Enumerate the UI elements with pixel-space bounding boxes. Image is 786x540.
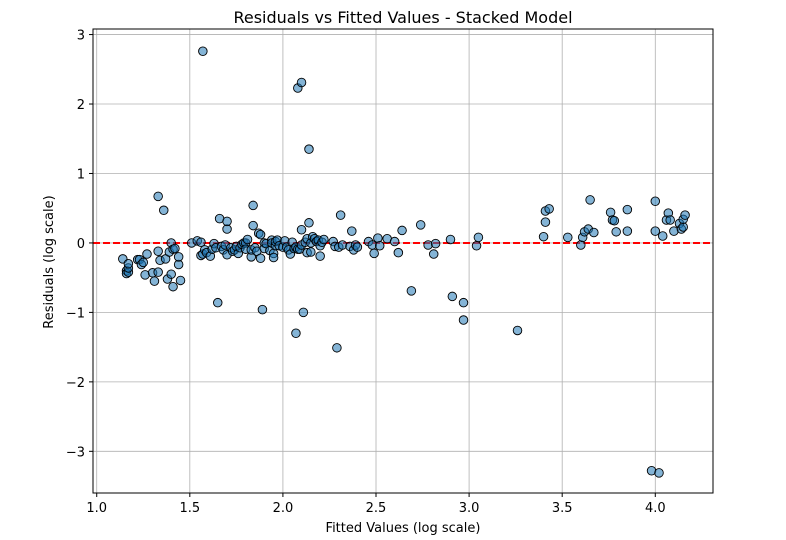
x-tick-label: 1.0 xyxy=(86,501,107,516)
data-point xyxy=(374,240,385,251)
data-point xyxy=(445,234,456,245)
data-point xyxy=(298,307,309,318)
data-point xyxy=(153,191,163,202)
data-point xyxy=(291,328,301,338)
data-point xyxy=(222,216,232,227)
data-point xyxy=(153,246,163,257)
data-point xyxy=(650,226,661,236)
y-tick-label: −1 xyxy=(66,306,85,321)
y-tick-label: 2 xyxy=(77,98,85,113)
data-point xyxy=(198,46,208,56)
data-point xyxy=(609,215,620,226)
data-point xyxy=(540,217,551,227)
data-point xyxy=(196,237,206,247)
data-point xyxy=(544,204,554,214)
data-point xyxy=(306,247,316,257)
data-point xyxy=(248,220,258,231)
y-tick-label: 0 xyxy=(77,237,85,252)
data-point xyxy=(255,229,266,240)
data-point xyxy=(458,315,469,325)
data-point xyxy=(168,281,178,292)
data-point xyxy=(406,286,417,296)
data-point xyxy=(166,269,176,279)
data-point xyxy=(589,227,599,238)
grid xyxy=(93,29,713,493)
data-point xyxy=(153,267,163,277)
y-tick-label: −3 xyxy=(66,445,85,460)
data-point xyxy=(563,232,573,243)
data-point xyxy=(538,231,549,242)
chart-title: Residuals vs Fitted Values - Stacked Mod… xyxy=(233,8,572,27)
data-point xyxy=(665,215,675,225)
data-point xyxy=(142,249,152,259)
x-axis-label: Fitted Values (log scale) xyxy=(326,521,481,536)
x-tick-label: 4.0 xyxy=(645,501,666,516)
data-point xyxy=(415,220,426,230)
data-point xyxy=(335,210,346,220)
data-point xyxy=(255,253,266,263)
plot-frame xyxy=(92,28,714,494)
x-tick-label: 3.5 xyxy=(552,501,573,516)
data-point xyxy=(471,240,482,251)
y-tick-label: −2 xyxy=(66,376,85,391)
data-point xyxy=(123,259,134,269)
data-point xyxy=(458,297,469,308)
x-tick-label: 3.0 xyxy=(459,501,480,516)
x-tick-label: 2.0 xyxy=(273,501,294,516)
data-point xyxy=(605,207,616,218)
data-point xyxy=(315,251,325,261)
data-point xyxy=(447,291,458,302)
data-point xyxy=(175,275,186,286)
data-point xyxy=(248,200,258,211)
data-point xyxy=(304,218,314,228)
data-point xyxy=(373,233,383,243)
data-point xyxy=(622,204,633,215)
data-point xyxy=(149,276,160,286)
data-point xyxy=(352,242,363,252)
data-point xyxy=(369,248,379,259)
data-point xyxy=(650,196,661,207)
data-point xyxy=(397,225,407,236)
data-point xyxy=(173,252,184,262)
data-point xyxy=(654,468,664,478)
x-tick-label: 2.5 xyxy=(366,501,387,516)
y-axis-ticks: −3 −2 −1 0 1 2 3 xyxy=(66,29,93,460)
x-axis-ticks: 1.0 1.5 2.0 2.5 3.0 3.5 4.0 xyxy=(86,493,666,516)
data-point xyxy=(242,234,253,245)
data-point xyxy=(319,234,329,245)
data-point xyxy=(304,144,314,154)
data-point xyxy=(296,77,307,88)
data-point xyxy=(680,210,690,220)
y-tick-label: 3 xyxy=(77,29,85,44)
data-point xyxy=(159,205,169,216)
data-point xyxy=(332,343,342,353)
data-point xyxy=(512,325,523,336)
data-point xyxy=(393,247,404,258)
data-point xyxy=(473,232,484,243)
data-point xyxy=(430,238,441,249)
data-point xyxy=(138,257,149,268)
data-point xyxy=(585,195,595,205)
points-layer xyxy=(118,46,690,478)
data-point xyxy=(257,304,268,315)
data-point xyxy=(347,226,357,236)
data-point xyxy=(428,249,439,259)
data-point xyxy=(170,243,180,254)
data-point xyxy=(622,226,633,236)
data-point xyxy=(657,231,668,241)
data-point xyxy=(576,240,586,250)
data-point xyxy=(389,236,400,247)
data-point xyxy=(296,224,307,235)
y-axis-label: Residuals (log scale) xyxy=(42,195,57,328)
data-point xyxy=(268,252,279,263)
data-point xyxy=(611,227,621,237)
x-tick-label: 1.5 xyxy=(179,501,200,516)
data-point xyxy=(212,297,223,308)
y-tick-label: 1 xyxy=(77,167,85,182)
